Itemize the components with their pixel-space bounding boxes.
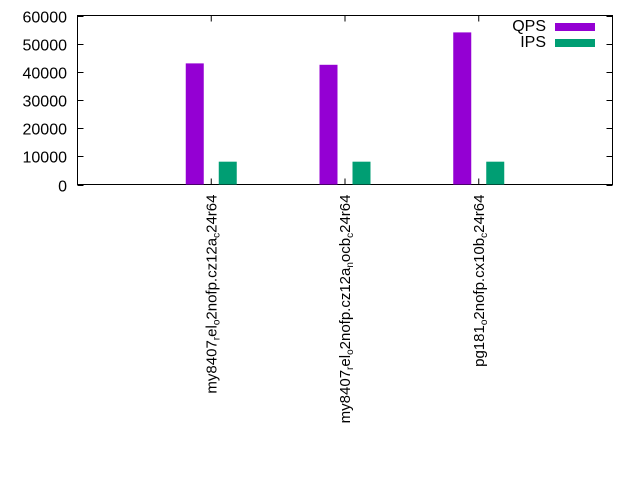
y-tick-label: 30000 <box>23 94 68 111</box>
bar-ips-1 <box>218 161 237 185</box>
y-tick-label: 0 <box>58 179 67 196</box>
bar-ips-2 <box>352 161 371 185</box>
legend-label-qps: QPS <box>512 18 546 35</box>
y-tick-label: 20000 <box>23 122 68 139</box>
x-category-label: my8407relo2nofp.cz12anocbc24r64 <box>337 195 356 424</box>
legend-swatch-qps <box>555 23 595 31</box>
legend-swatch-ips <box>555 39 595 47</box>
y-tick-label: 40000 <box>23 66 68 83</box>
y-tick-label: 50000 <box>23 38 68 55</box>
bar-qps-3 <box>453 32 472 185</box>
bar-qps-2 <box>319 64 338 185</box>
bar-series <box>185 32 505 185</box>
x-axis: my8407relo2nofp.cz12ac24r64 my8407relo2no… <box>203 15 490 424</box>
y-tick-label: 10000 <box>23 150 68 167</box>
bar-qps-1 <box>185 63 204 185</box>
x-category-label: my8407relo2nofp.cz12ac24r64 <box>203 195 222 394</box>
y-axis: 0 10000 20000 30000 40000 50000 60000 <box>23 10 613 196</box>
bar-ips-3 <box>486 161 505 185</box>
legend-label-ips: IPS <box>520 34 546 51</box>
x-category-label: pg181o2nofp.cx10bc24r64 <box>471 195 490 367</box>
y-tick-label: 60000 <box>23 10 68 27</box>
